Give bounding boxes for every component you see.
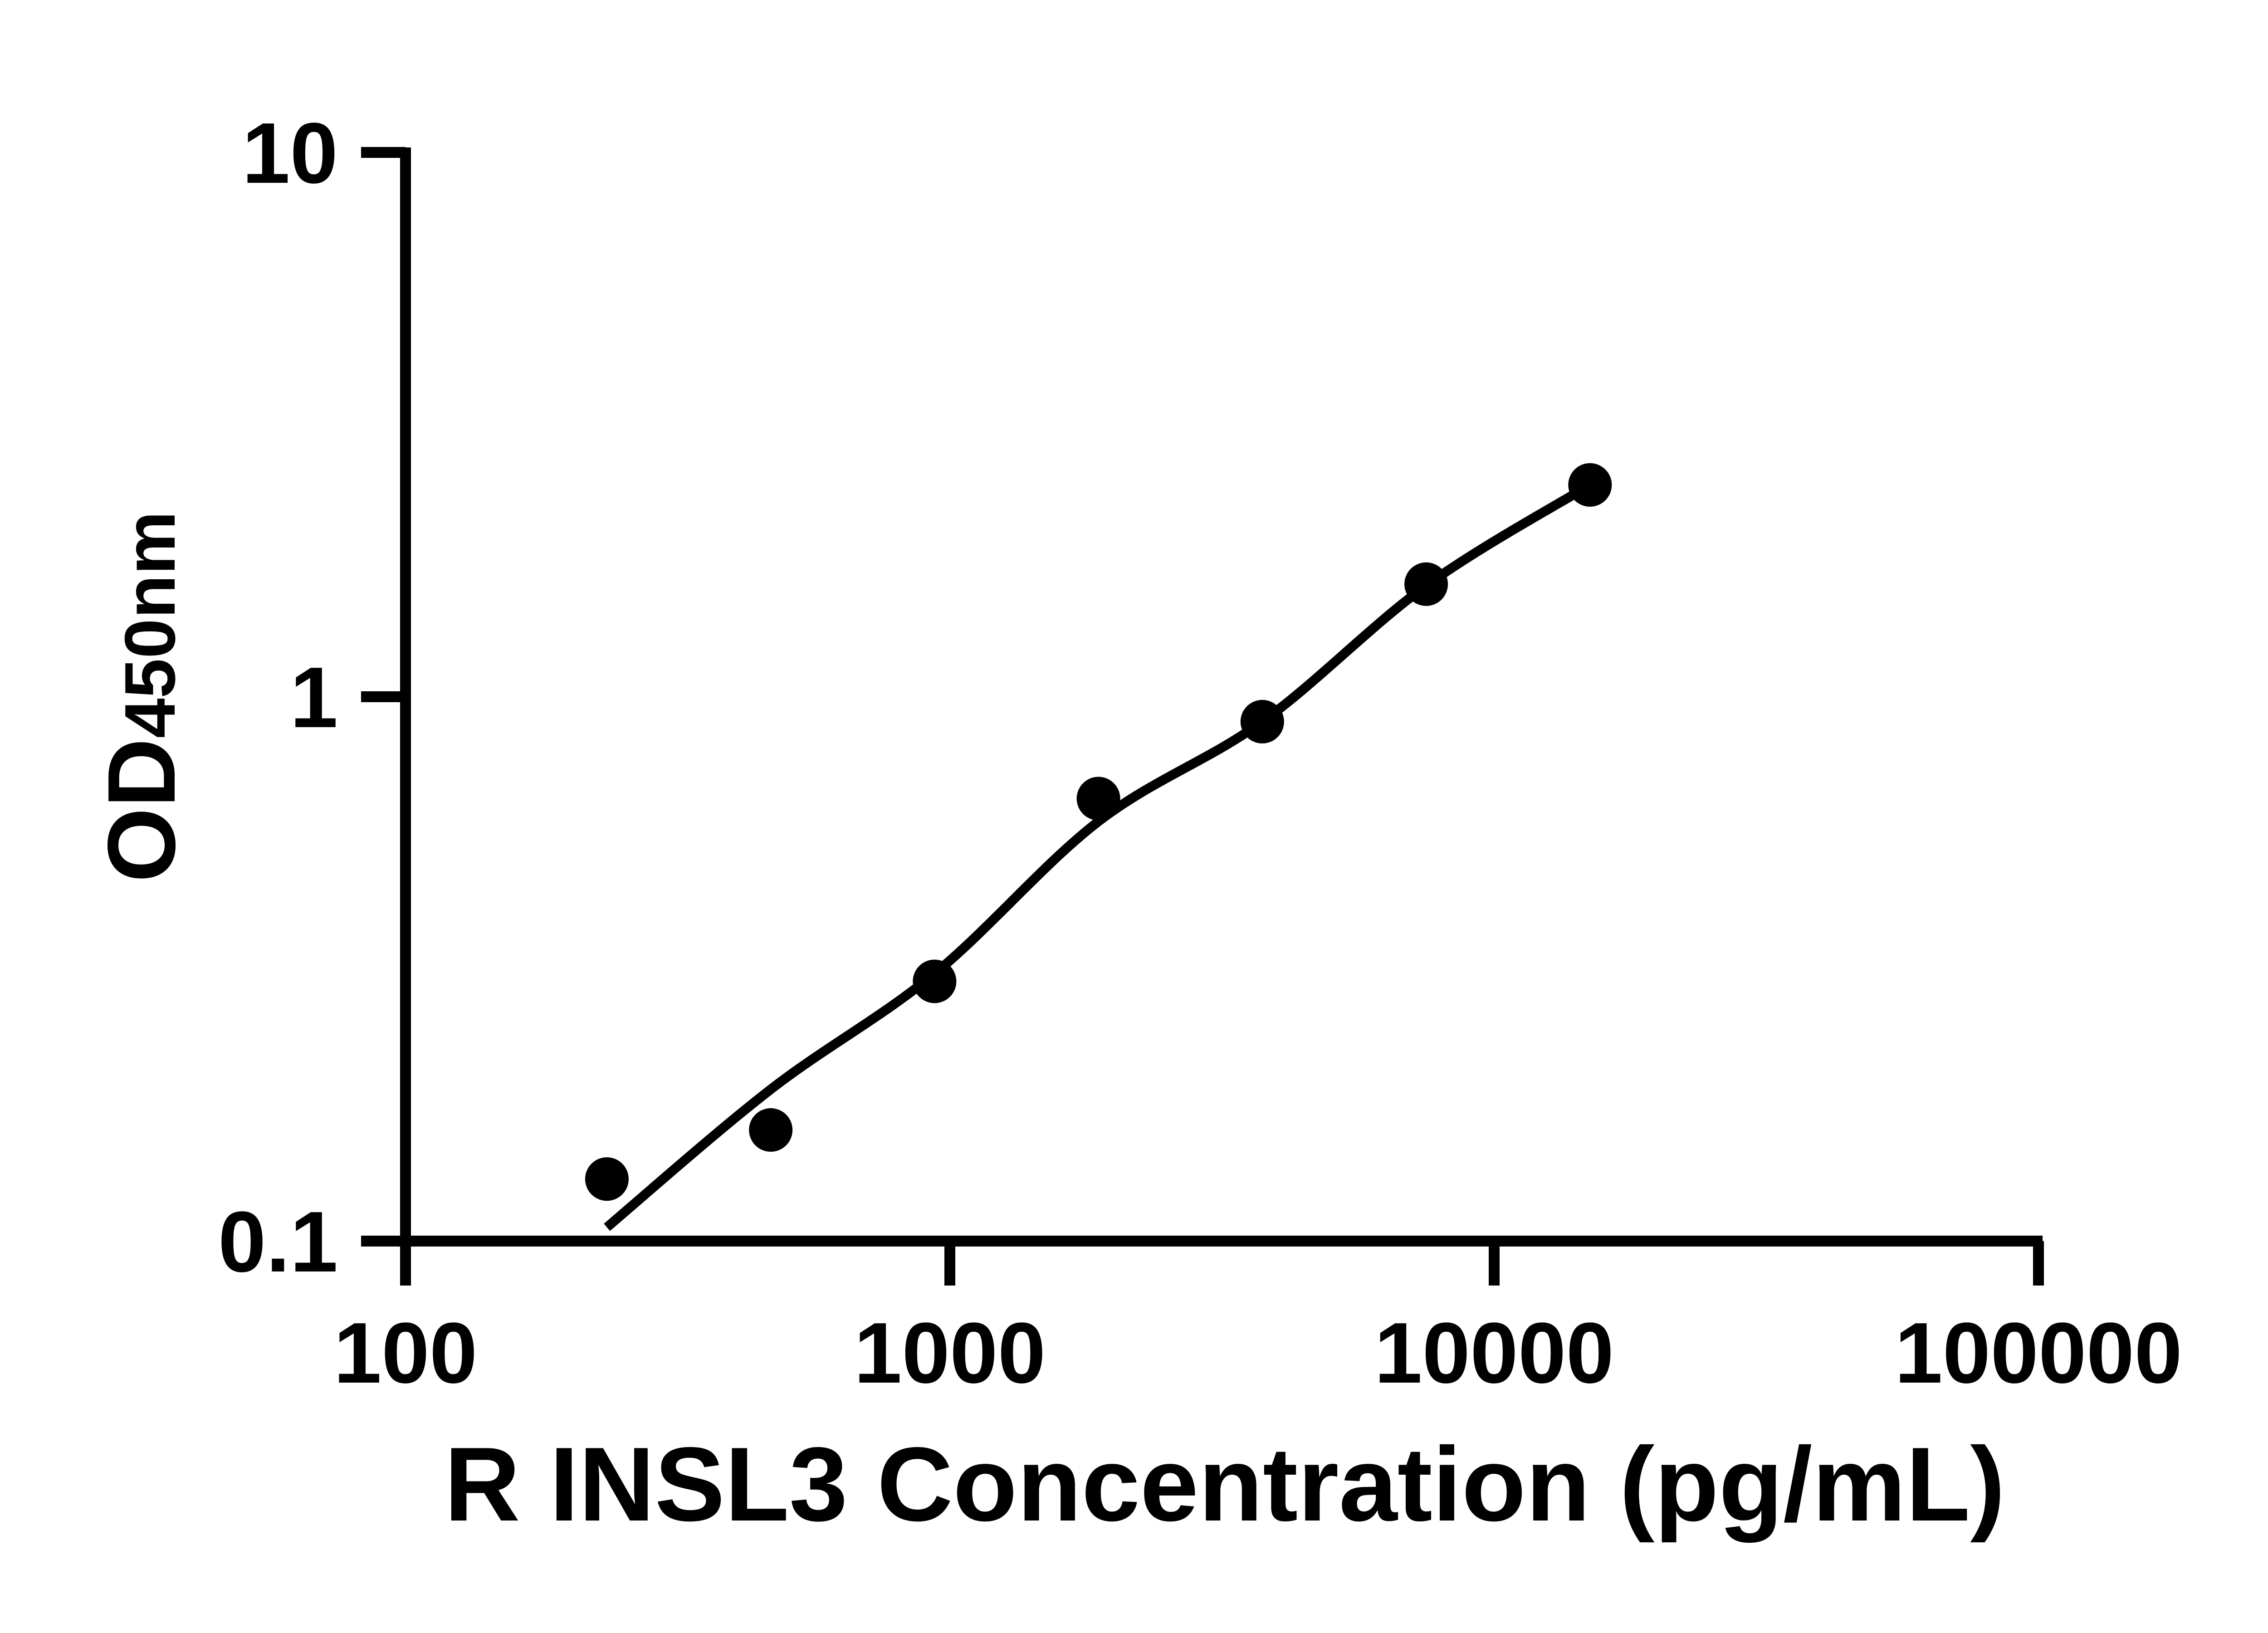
y-tick-label: 0.1 (218, 1194, 338, 1290)
y-tick-label: 10 (242, 105, 338, 201)
data-point (1404, 562, 1448, 606)
data-point (749, 1108, 793, 1152)
data-points (585, 463, 1612, 1201)
x-tick-label: 100000 (1895, 1305, 2182, 1401)
x-tick-label: 100 (333, 1305, 477, 1401)
x-axis-title: R INSL3 Concentration (pg/mL) (444, 1426, 2005, 1543)
data-point (1076, 777, 1120, 821)
tick-labels: 100 1000 10000 100000 0.1 1 10 (218, 105, 2182, 1401)
y-axis-title-main: OD (88, 738, 195, 882)
data-point (585, 1157, 629, 1201)
y-axis-title: OD450nm (88, 511, 195, 883)
axes (400, 147, 2043, 1247)
x-tick-label: 1000 (854, 1305, 1046, 1401)
data-point (1568, 463, 1612, 507)
y-tick-label: 1 (290, 650, 338, 746)
x-tick-label: 10000 (1374, 1305, 1614, 1401)
tick-marks (361, 147, 2044, 1286)
data-point (913, 959, 957, 1003)
data-point (1240, 699, 1284, 743)
y-axis-title-subscript: 450nm (110, 511, 190, 738)
